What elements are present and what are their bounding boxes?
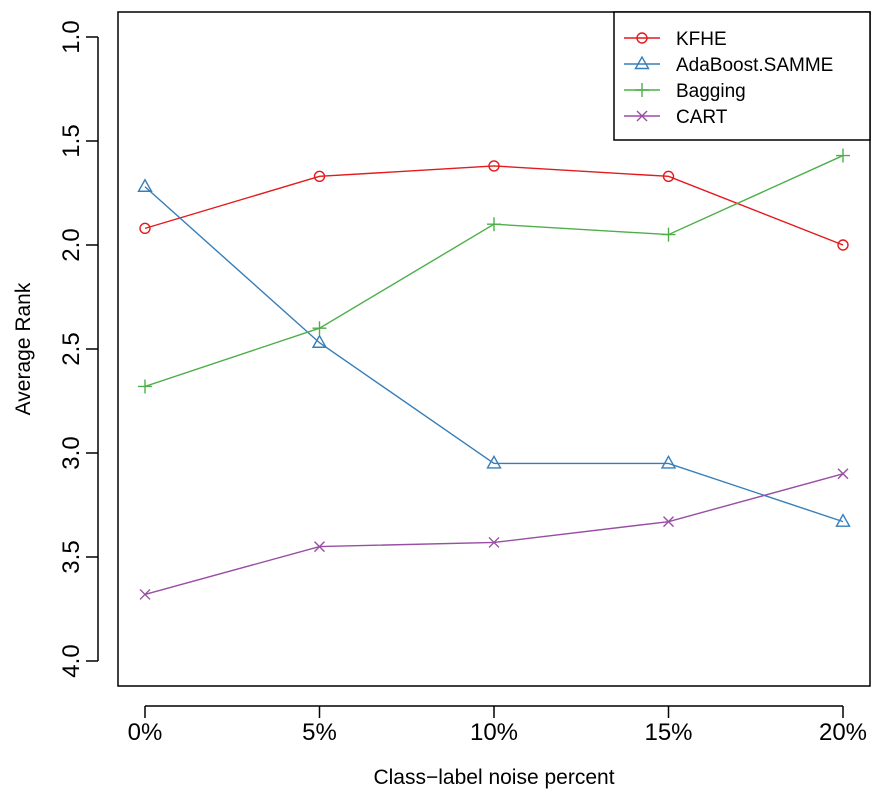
legend-marker	[634, 55, 650, 70]
data-point	[837, 468, 849, 480]
legend-marker	[636, 32, 648, 44]
x-axis: 0% 5% 10% 15% 20%	[128, 705, 867, 746]
series-line	[144, 186, 844, 523]
data-point	[660, 454, 677, 469]
data-point	[836, 148, 850, 163]
series-cart	[139, 468, 849, 600]
y-axis-label: Average Rank	[12, 282, 35, 415]
x-tick-label: 10%	[470, 719, 518, 746]
data-point	[661, 227, 676, 242]
y-tick-label: 3.0	[58, 436, 85, 469]
data-point	[313, 170, 326, 183]
data-point	[663, 516, 674, 528]
y-tick-label: 3.5	[58, 540, 85, 573]
data-point	[139, 222, 151, 235]
data-point	[138, 379, 152, 394]
x-tick-label: 0%	[128, 719, 163, 746]
data-point	[486, 454, 502, 469]
series-kfhe	[139, 160, 849, 251]
data-point	[137, 178, 153, 192]
series-bagging	[138, 148, 850, 394]
data-point	[312, 321, 327, 336]
legend-label: AdaBoost.SAMME	[676, 55, 833, 76]
data-point	[835, 513, 851, 527]
legend-marker	[636, 110, 648, 122]
data-point	[311, 334, 328, 348]
y-tick-label: 1.5	[58, 124, 85, 157]
plot-frame	[117, 11, 871, 687]
legend-item: CART	[624, 107, 728, 128]
data-point	[314, 541, 325, 553]
data-point	[488, 536, 500, 548]
x-tick-label: 15%	[644, 719, 692, 746]
series-layer	[137, 148, 851, 600]
legend-item: Bagging	[624, 81, 746, 102]
legend-label: KFHE	[676, 29, 727, 50]
data-point	[662, 170, 675, 183]
series-line	[144, 473, 844, 596]
x-axis-label: Class−label noise percent	[373, 766, 614, 789]
x-tick-label: 5%	[302, 719, 337, 746]
y-tick-label: 2.5	[58, 332, 85, 365]
legend-item: KFHE	[624, 29, 727, 50]
legend-box	[613, 11, 871, 141]
data-point	[487, 217, 501, 232]
legend-item: AdaBoost.SAMME	[624, 55, 833, 76]
legend-label: Bagging	[676, 81, 746, 102]
legend-marker	[635, 83, 649, 97]
y-tick-label: 2.0	[58, 228, 85, 261]
series-line	[144, 154, 844, 388]
data-point	[139, 588, 151, 600]
legend: KFHE AdaBoost.SAMME Bagging CART	[613, 11, 871, 141]
data-point	[837, 239, 849, 251]
data-point	[488, 160, 500, 172]
series-adaboost-samme	[137, 178, 851, 527]
y-tick-label: 1.0	[58, 20, 85, 53]
legend-label: CART	[676, 107, 728, 128]
y-tick-label: 4.0	[58, 644, 85, 677]
series-line	[144, 165, 844, 246]
x-tick-label: 20%	[819, 719, 867, 746]
y-axis: 1.0 1.5 2.0 2.5 3.0 3.5 4.0	[58, 20, 99, 678]
